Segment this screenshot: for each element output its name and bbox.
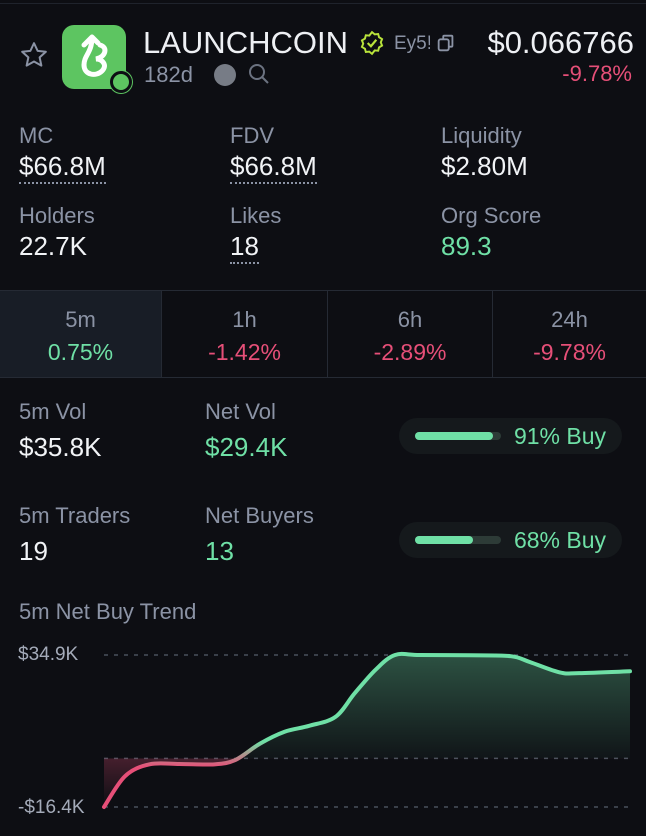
platform-badge-icon bbox=[110, 71, 132, 93]
stat-label: FDV bbox=[230, 123, 274, 148]
stat-label: MC bbox=[19, 123, 54, 148]
stat-value: 89.3 bbox=[441, 231, 492, 261]
token-name: LAUNCHCOIN bbox=[143, 25, 348, 60]
stat-value: $2.80M bbox=[441, 151, 528, 181]
stat-value[interactable]: $66.8M bbox=[230, 151, 317, 184]
tab-6h[interactable]: 6h -2.89% bbox=[328, 290, 493, 378]
token-logo bbox=[62, 25, 132, 93]
stat-value: 22.7K bbox=[19, 231, 87, 261]
stat-holders: Holders 22.7K bbox=[19, 203, 95, 262]
tab-1h[interactable]: 1h -1.42% bbox=[162, 290, 328, 378]
net-buyers-label: Net Buyers bbox=[205, 503, 314, 528]
verified-badge-icon bbox=[359, 30, 385, 61]
tab-change: 0.75% bbox=[47, 339, 114, 365]
tab-5m[interactable]: 5m 0.75% bbox=[0, 290, 162, 378]
vol-buy-bar bbox=[415, 432, 501, 440]
launchpad-icon[interactable] bbox=[214, 64, 236, 86]
traders-buy-text: 68% Buy bbox=[513, 527, 606, 553]
copy-icon[interactable] bbox=[435, 32, 457, 59]
y-tick-max: $34.9K bbox=[18, 644, 79, 665]
token-address[interactable]: Ey5! bbox=[394, 33, 430, 54]
stat-value[interactable]: $66.8M bbox=[19, 151, 106, 184]
favorite-star-icon[interactable] bbox=[19, 40, 49, 75]
net-buy-line bbox=[102, 651, 632, 809]
tab-label: 5m bbox=[65, 307, 96, 332]
vol-buy-text: 91% Buy bbox=[513, 423, 606, 449]
vol-label: 5m Vol bbox=[19, 399, 87, 424]
stat-fdv: FDV $66.8M bbox=[230, 123, 317, 184]
stat-label: Org Score bbox=[441, 203, 542, 228]
traders-buy-bar-fill bbox=[415, 536, 474, 544]
stat-mc: MC $66.8M bbox=[19, 123, 106, 184]
vol-value: $35.8K bbox=[19, 432, 102, 462]
stat-org-score: Org Score 89.3 bbox=[441, 203, 541, 262]
stat-value[interactable]: 18 bbox=[230, 231, 259, 264]
traders-buy-bar bbox=[415, 536, 501, 544]
positive-area bbox=[104, 653, 630, 759]
price-change: -9.78% bbox=[562, 61, 632, 86]
token-price: $0.066766 bbox=[487, 25, 634, 60]
search-icon[interactable] bbox=[247, 62, 271, 91]
stat-label: Liquidity bbox=[441, 123, 522, 148]
chart-title: 5m Net Buy Trend bbox=[19, 599, 197, 624]
net-vol-value: $29.4K bbox=[205, 432, 288, 462]
tab-change: -1.42% bbox=[208, 339, 281, 365]
tab-change: -2.89% bbox=[373, 339, 447, 365]
tab-change: -9.78% bbox=[533, 339, 606, 365]
stat-likes: Likes 18 bbox=[230, 203, 282, 264]
tab-24h[interactable]: 24h -9.78% bbox=[493, 290, 646, 378]
stat-label: Likes bbox=[230, 203, 282, 228]
stat-liquidity: Liquidity $2.80M bbox=[441, 123, 528, 182]
net-buyers-value: 13 bbox=[205, 536, 234, 566]
net-vol-label: Net Vol bbox=[205, 399, 276, 424]
top-divider bbox=[0, 0, 646, 4]
stat-label: Holders bbox=[19, 203, 95, 228]
vol-buy-ratio: 91% Buy bbox=[399, 418, 622, 454]
tab-label: 1h bbox=[232, 307, 257, 332]
traders-value: 19 bbox=[19, 536, 48, 566]
tab-label: 6h bbox=[397, 307, 423, 332]
vol-buy-bar-fill bbox=[415, 432, 494, 440]
y-tick-min: -$16.4K bbox=[18, 797, 85, 818]
tab-label: 24h bbox=[551, 307, 588, 332]
traders-label: 5m Traders bbox=[19, 503, 131, 528]
token-age: 182d bbox=[144, 62, 193, 87]
traders-buy-ratio: 68% Buy bbox=[399, 522, 622, 558]
